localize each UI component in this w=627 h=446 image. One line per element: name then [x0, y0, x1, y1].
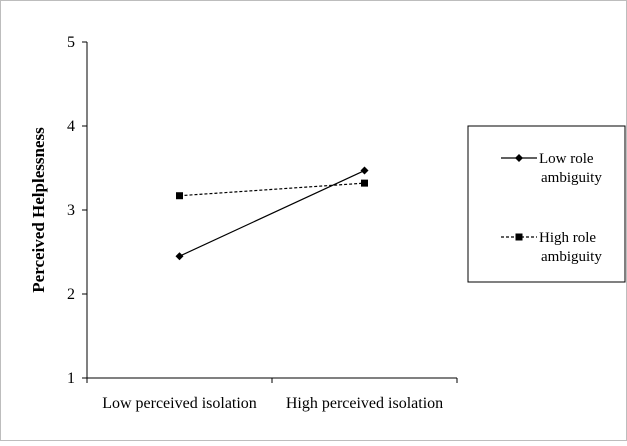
legend-label: Low role ambiguity — [539, 151, 602, 186]
legend-label-line: ambiguity — [541, 170, 602, 186]
legend: Low role ambiguity High role ambiguity — [467, 125, 626, 283]
y-tick-label: 3 — [67, 202, 75, 219]
plot-area: 1 2 3 4 5 Low perceived isolation High perceiv… — [67, 34, 458, 412]
data-point — [361, 179, 368, 187]
series-line-2 — [179, 182, 365, 197]
legend-label-line: Low role — [539, 151, 594, 167]
y-axis-label: Perceived Helplessness — [29, 127, 48, 293]
series-line-1 — [179, 169, 365, 257]
y-tick-label: 1 — [67, 370, 75, 387]
y-tick-label: 5 — [67, 34, 75, 51]
legend-marker — [515, 233, 523, 241]
legend-label-line: High role — [539, 230, 596, 246]
x-tick-label: High perceived isolation — [286, 395, 443, 412]
data-point — [175, 252, 184, 261]
data-point — [176, 192, 183, 200]
x-tick-label: Low perceived isolation — [102, 395, 257, 412]
y-tick-label: 4 — [67, 118, 75, 135]
legend-label-line: ambiguity — [541, 249, 602, 265]
y-tick-label: 2 — [67, 286, 75, 303]
data-point — [360, 166, 369, 175]
legend-label: High role ambiguity — [539, 230, 602, 265]
legend-marker — [515, 154, 523, 162]
legend-box — [467, 125, 626, 283]
